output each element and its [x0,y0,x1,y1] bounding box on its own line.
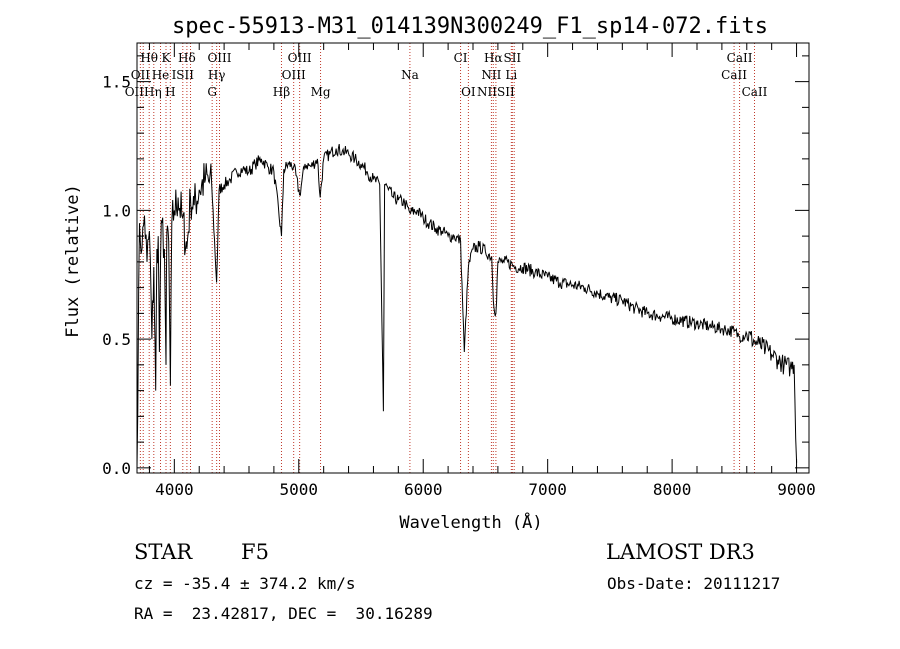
plot-frame [136,42,810,474]
emission-line-markers [139,43,755,473]
x-axis-label: Wavelength (Å) [399,511,542,533]
line-marker-label: CaII [727,51,753,65]
line-marker-label: H [165,85,175,99]
y-tick-label: 0.5 [102,330,131,349]
spectrum-series-line [136,144,798,468]
x-tick-label: 8000 [653,480,692,499]
line-marker-label: OIII [288,51,312,65]
line-marker-label: G [207,85,217,99]
x-tick-label: 5000 [280,480,319,499]
line-marker-label: Hθ [140,51,158,65]
line-marker-label: OIIHη [125,85,162,99]
line-marker-label: Hγ [208,68,226,82]
line-marker-label: OII [131,68,151,82]
line-marker-label: Hδ [178,51,196,65]
x-tick-label: 9000 [777,480,816,499]
line-marker-label: Hα [484,51,503,65]
line-marker-label: K [162,51,172,65]
object-subclass: F5 [241,540,269,564]
line-marker-label: Hβ [273,85,290,99]
x-tick-label: 7000 [528,480,567,499]
line-marker-label: CaII [742,85,768,99]
line-marker-label: Mg [311,85,331,99]
survey-name: LAMOST DR3 [606,540,755,564]
line-marker-label: NII [481,68,501,82]
x-axis-ticks: 4000 5000 6000 7000 8000 9000 [148,43,816,499]
y-axis-label: Flux (relative) [63,184,83,338]
observation-date: Obs-Date: 20111217 [607,574,781,593]
y-tick-label: 1.0 [102,201,131,220]
line-marker-label: OIII [282,68,306,82]
line-marker-label: He [152,68,170,82]
line-marker-label: NIISII [477,85,515,99]
line-marker-label: CaII [721,68,747,82]
line-marker-label: Li [505,68,517,82]
line-marker-label: OIII [207,51,231,65]
x-tick-label: 4000 [155,480,194,499]
emission-line-labels: Hθ K Hδ OIII OIII CI Hα SII CaII OII He ISII Hγ OIII N… [125,51,768,99]
redshift-cz: cz = -35.4 ± 374.2 km/s [134,574,356,593]
object-class: STAR [134,540,193,564]
line-marker-label: OI [461,85,476,99]
line-marker-label: ISII [172,68,195,82]
y-tick-label: 0.0 [102,459,131,478]
x-tick-label: 6000 [404,480,443,499]
coordinates: RA = 23.42817, DEC = 30.16289 [134,604,433,623]
y-axis-ticks: 0.0 0.5 1.0 1.5 [102,55,809,478]
line-marker-label: Na [401,68,419,82]
line-marker-label: CI [454,51,468,65]
line-marker-label: SII [503,51,521,65]
chart-title: spec-55913-M31_014139N300249_F1_sp14-072… [172,14,768,39]
y-tick-label: 1.5 [102,73,131,92]
